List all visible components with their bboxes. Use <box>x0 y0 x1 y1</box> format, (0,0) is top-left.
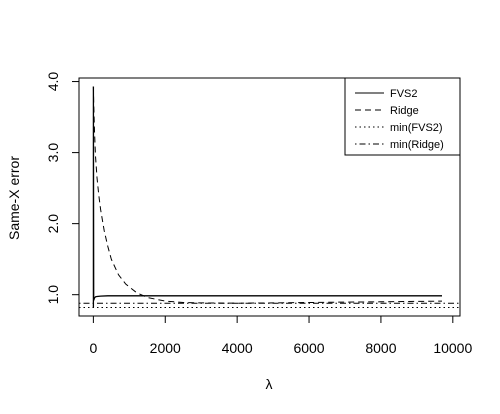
x-axis-label: λ <box>266 376 273 392</box>
legend-label: min(Ridge) <box>390 139 444 151</box>
series-line-fvs2 <box>92 86 442 308</box>
plot-layer <box>79 86 460 308</box>
x-tick-label: 8000 <box>365 340 396 356</box>
y-tick-label: 4.0 <box>45 72 61 92</box>
legend: FVS2 Ridge min(FVS2) min(Ridge) <box>344 77 461 156</box>
x-tick-label: 0 <box>89 340 97 356</box>
x-tick-label: 6000 <box>293 340 324 356</box>
y-axis-label: Same-X error <box>6 156 22 240</box>
legend-box <box>344 77 461 156</box>
x-tick-label: 10000 <box>433 340 472 356</box>
y-tick-label: 1.0 <box>45 285 61 305</box>
x-tick-label: 4000 <box>222 340 253 356</box>
x-tick-label: 2000 <box>150 340 181 356</box>
axes-layer: 0 2000 4000 6000 8000 10000 1.0 2.0 3.0 4.0 <box>45 72 472 356</box>
y-tick-label: 2.0 <box>45 214 61 234</box>
legend-label: FVS2 <box>390 88 418 100</box>
y-tick-label: 3.0 <box>45 143 61 163</box>
legend-label: Ridge <box>390 105 419 117</box>
legend-label: min(FVS2) <box>390 122 443 134</box>
